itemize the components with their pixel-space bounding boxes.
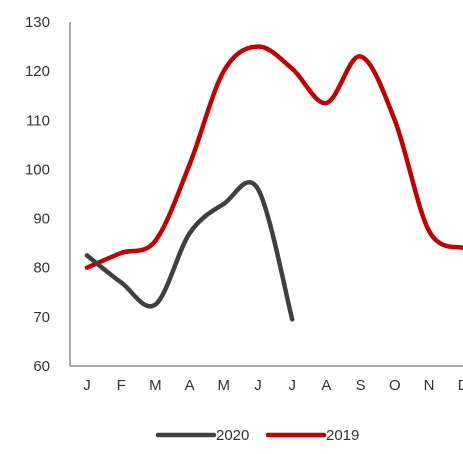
y-tick-label: 80: [33, 260, 50, 277]
y-axis: 60 70 80 90 100 110 120 130: [25, 14, 70, 375]
x-tick-label: M: [149, 377, 162, 394]
y-tick-label: 130: [25, 14, 50, 31]
x-tick-label: J: [83, 377, 91, 394]
legend-label-2019: 2019: [326, 427, 359, 444]
plot-series: [87, 47, 463, 320]
x-tick-label: N: [424, 377, 435, 394]
y-tick-label: 120: [25, 63, 50, 80]
x-tick-label: F: [117, 377, 126, 394]
x-tick-label: S: [356, 377, 366, 394]
y-tick-label: 100: [25, 161, 50, 178]
y-tick-label: 110: [26, 112, 50, 129]
y-tick-label: 60: [33, 358, 50, 375]
x-axis: JFMAMJJASOND: [70, 366, 463, 394]
x-tick-label: J: [288, 377, 296, 394]
series-line-2020: [87, 182, 292, 319]
y-tick-label: 90: [33, 211, 50, 228]
x-tick-label: A: [321, 377, 331, 394]
y-tick-label: 70: [33, 309, 50, 326]
legend: 2020 2019: [158, 427, 359, 444]
x-tick-label: O: [389, 377, 401, 394]
x-tick-label: A: [185, 377, 195, 394]
x-tick-label: J: [254, 377, 262, 394]
x-tick-label: D: [458, 377, 463, 394]
x-tick-label: M: [218, 377, 231, 394]
legend-label-2020: 2020: [216, 427, 249, 444]
